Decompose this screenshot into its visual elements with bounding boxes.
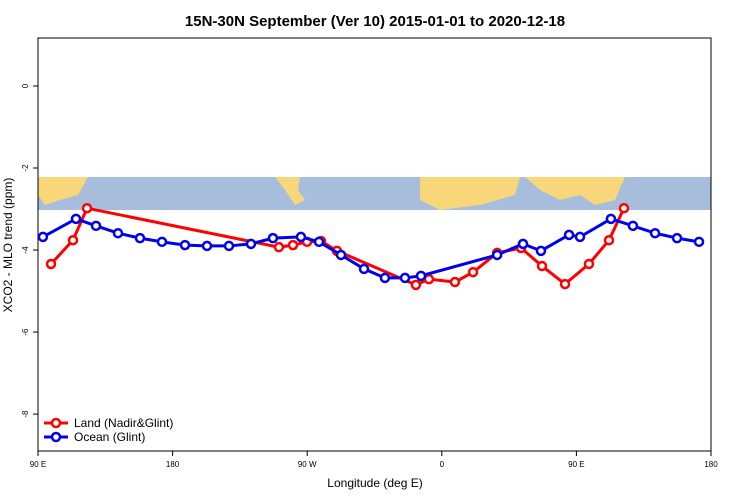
point: [81, 202, 93, 214]
point: [267, 232, 279, 244]
point: [671, 232, 683, 244]
point: [583, 258, 595, 270]
y-tick-label: -2: [21, 164, 30, 172]
y-axis-label: XCO2 - MLO trend (ppm): [1, 178, 15, 313]
point: [415, 270, 427, 282]
chart-title: 15N-30N September (Ver 10) 2015-01-01 to…: [185, 13, 565, 30]
point: [536, 260, 548, 272]
point: [70, 213, 82, 225]
legend-marker: [50, 417, 62, 429]
point: [410, 279, 422, 291]
legend-marker: [50, 431, 62, 443]
point: [273, 241, 285, 253]
x-tick-label: 180: [704, 460, 718, 469]
point: [90, 220, 102, 232]
plot-frame: [37, 37, 712, 452]
point: [605, 213, 617, 225]
legend-label: Ocean (Glint): [74, 430, 145, 444]
point: [112, 227, 124, 239]
point: [559, 278, 571, 290]
point: [313, 236, 325, 248]
point: [245, 238, 257, 250]
point: [627, 220, 639, 232]
x-axis-label: Longitude (deg E): [327, 476, 422, 490]
point: [399, 272, 411, 284]
point: [603, 234, 615, 246]
point: [618, 202, 630, 214]
y-tick-label: -6: [21, 328, 30, 336]
x-tick-label: 0: [440, 460, 445, 469]
y-tick-label: 0: [21, 83, 30, 88]
y-tick-label: -8: [21, 410, 30, 418]
point: [45, 258, 57, 270]
point: [223, 240, 235, 252]
point: [179, 239, 191, 251]
x-tick-label: 90 E: [30, 460, 46, 469]
point: [201, 240, 213, 252]
point: [134, 232, 146, 244]
point: [574, 231, 586, 243]
point: [467, 266, 479, 278]
point: [358, 263, 370, 275]
series-line: [42, 217, 700, 280]
x-tick-label: 90 W: [298, 460, 317, 469]
y-tick-label: -4: [21, 246, 30, 254]
map-strip: [38, 177, 711, 210]
point: [449, 276, 461, 288]
point: [563, 229, 575, 241]
point: [491, 249, 503, 261]
point: [649, 227, 661, 239]
point: [535, 245, 547, 257]
x-tick-label: 90 E: [568, 460, 584, 469]
legend-label: Land (Nadir&Glint): [74, 416, 173, 430]
point: [693, 236, 705, 248]
point: [37, 231, 49, 243]
point: [295, 231, 307, 243]
point: [379, 272, 391, 284]
point: [67, 234, 79, 246]
x-tick-label: 180: [166, 460, 180, 469]
point: [517, 238, 529, 250]
point: [335, 249, 347, 261]
point: [287, 239, 299, 251]
point: [156, 236, 168, 248]
